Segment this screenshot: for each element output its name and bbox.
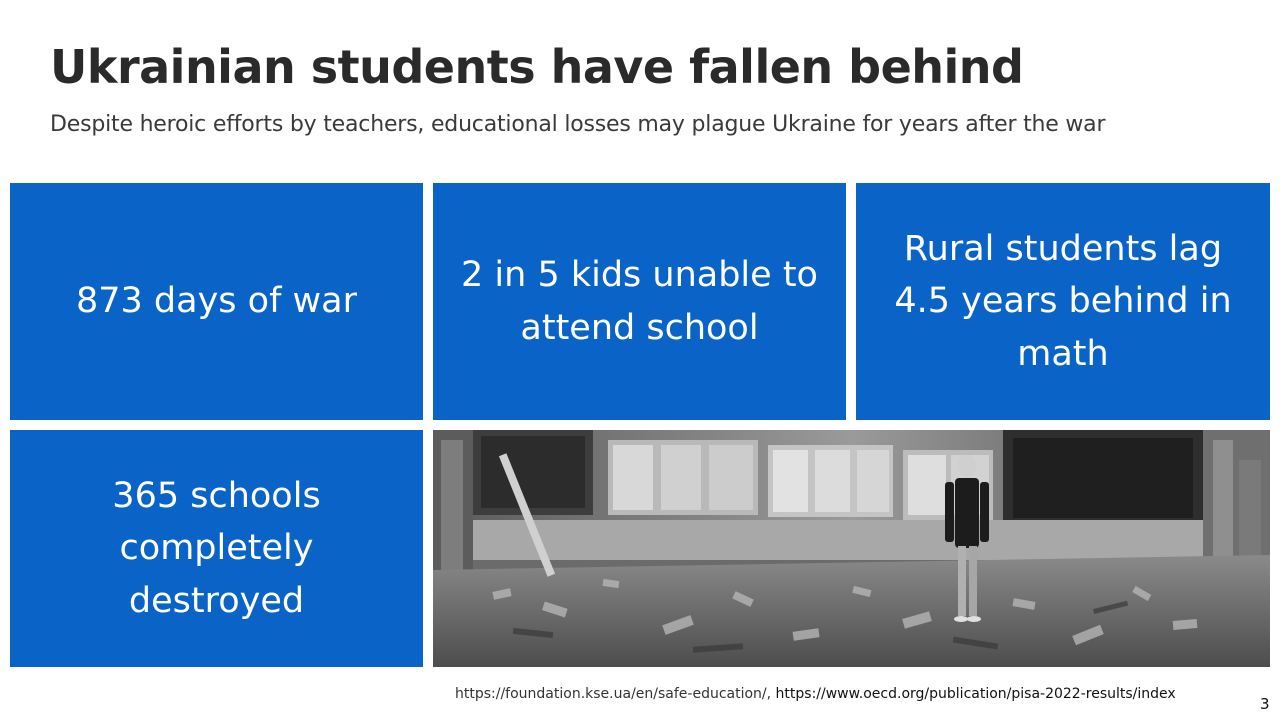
slide-subtitle: Despite heroic efforts by teachers, educ… <box>50 112 1106 137</box>
slide-title: Ukrainian students have fallen behind <box>50 40 1024 94</box>
stat-tile-rural-students: Rural students lag 4.5 years behind in m… <box>856 183 1270 420</box>
stat-text: 873 days of war <box>76 281 357 322</box>
stat-tile-kids-unable: 2 in 5 kids unable to attend school <box>433 183 846 420</box>
stat-text: 2 in 5 kids unable to attend school <box>461 255 818 348</box>
source-link-oecd[interactable]: https://www.oecd.org/publication/pisa-20… <box>775 686 1176 702</box>
page-number: 3 <box>1260 695 1270 713</box>
source-link-kse[interactable]: https://foundation.kse.ua/en/safe-educat… <box>455 686 776 702</box>
stat-text: 365 schools completely destroyed <box>112 475 321 621</box>
stat-tile-days-of-war: 873 days of war <box>10 183 423 420</box>
stat-text: Rural students lag 4.5 years behind in m… <box>894 228 1232 374</box>
stat-tile-schools-destroyed: 365 schools completely destroyed <box>10 430 423 667</box>
destroyed-classroom-photo <box>433 430 1270 667</box>
sources-footnote: https://foundation.kse.ua/en/safe-educat… <box>455 686 1176 702</box>
